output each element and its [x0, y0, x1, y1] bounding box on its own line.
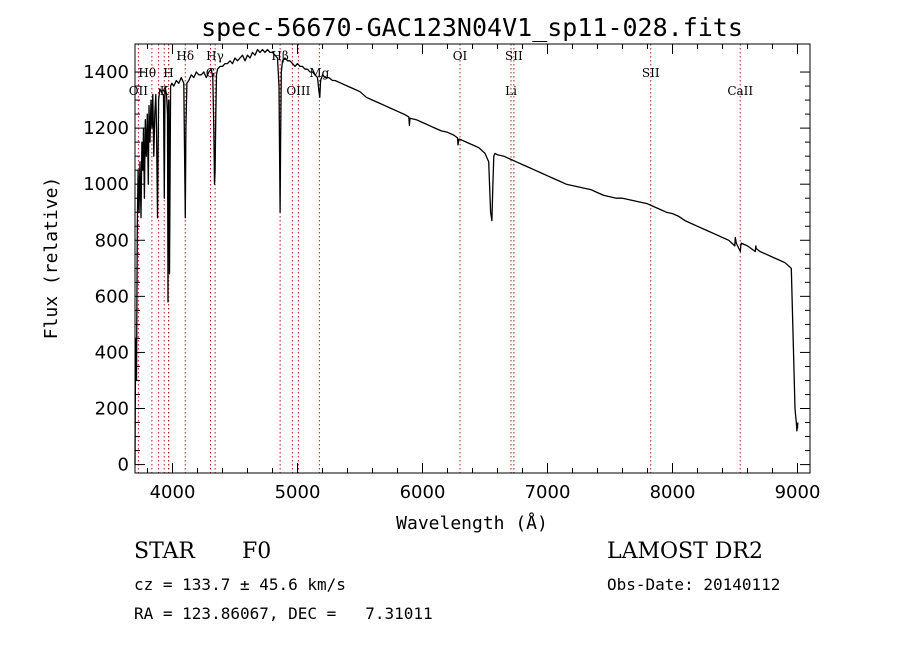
coordinates: RA = 123.86067, DEC = 7.31011 — [134, 604, 433, 623]
plot-frame — [134, 43, 811, 474]
y-tick-label: 0 — [118, 455, 129, 476]
y-tick-label: 200 — [95, 399, 129, 420]
x-tick-label: 9000 — [775, 482, 821, 503]
spectral-subclass: F0 — [242, 539, 272, 564]
y-tick-label: 600 — [95, 286, 129, 307]
x-tick-label: 7000 — [525, 482, 571, 503]
y-tick-label: 1400 — [83, 62, 129, 83]
x-tick-label: 5000 — [275, 482, 321, 503]
line-label: Hβ — [271, 49, 288, 63]
line-label: CaII — [727, 84, 753, 98]
y-tick-label: 400 — [95, 342, 129, 363]
line-label: SII — [505, 49, 523, 63]
spectrum-line — [134, 48, 799, 465]
line-label: Hγ — [206, 49, 224, 63]
line-label: OIII — [286, 84, 310, 98]
line-label: SII — [642, 66, 660, 80]
survey-name: LAMOST DR2 — [607, 539, 763, 564]
x-tick-label: 6000 — [400, 482, 446, 503]
obs-date: Obs-Date: 20140112 — [607, 575, 781, 594]
x-tick-label: 8000 — [650, 482, 696, 503]
line-label: Li — [505, 84, 517, 98]
x-tick-label: 4000 — [150, 482, 196, 503]
x-axis-label: Wavelength (Å) — [396, 512, 548, 534]
line-label: Hθ — [138, 66, 156, 80]
y-tick-label: 1200 — [83, 118, 129, 139]
line-label: G — [206, 66, 216, 80]
redshift-text: cz = 133.7 ± 45.6 km/s — [134, 575, 346, 594]
y-tick-label: 1000 — [83, 174, 129, 195]
line-label: OII — [129, 84, 149, 98]
object-class: STAR — [134, 539, 195, 564]
line-label: OI — [453, 49, 468, 63]
line-label: Hδ — [176, 49, 194, 63]
line-label: H — [163, 66, 173, 80]
y-tick-label: 800 — [95, 230, 129, 251]
y-axis-label: Flux (relative) — [41, 177, 62, 340]
chart-title: spec-56670-GAC123N04V1_sp11-028.fits — [201, 13, 743, 42]
